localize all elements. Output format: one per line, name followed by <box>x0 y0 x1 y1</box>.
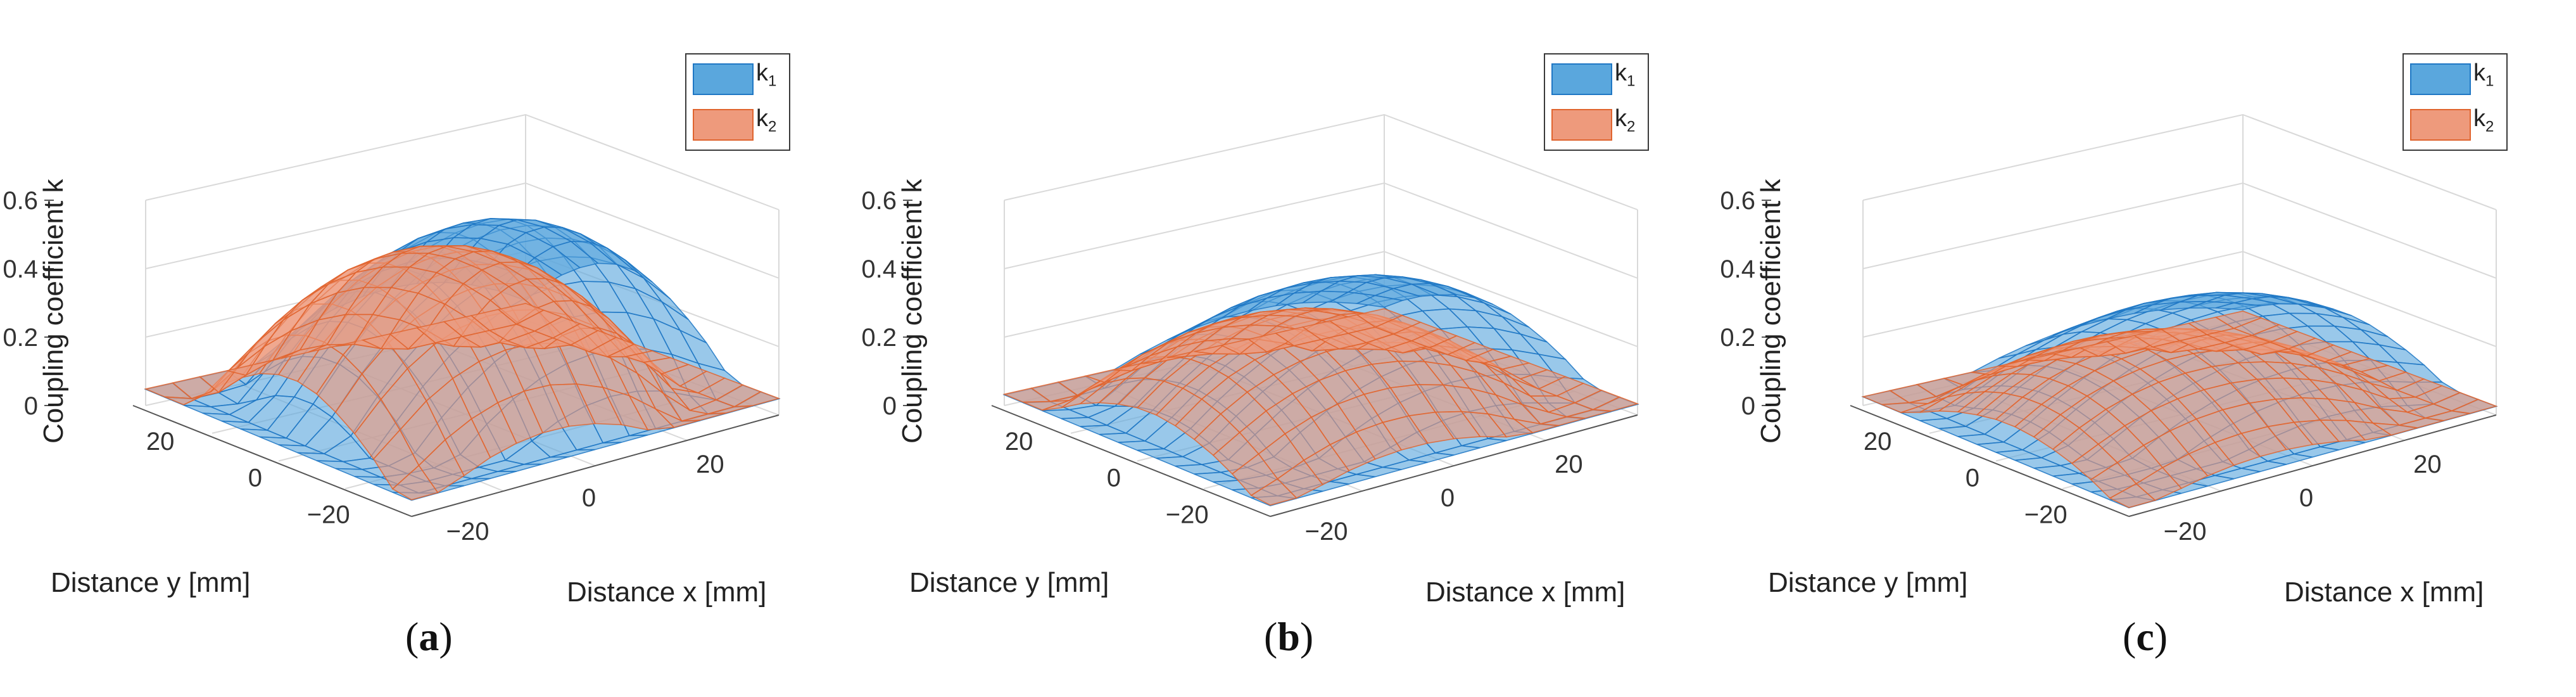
z-tick-label: 0.2 <box>3 324 38 352</box>
legend-entry-k1: k1 <box>2410 60 2499 96</box>
panel-caption: (b) <box>1264 614 1314 659</box>
z-tick-label: 0.6 <box>861 187 897 215</box>
y-axis-label: Distance y [mm] <box>909 567 1109 598</box>
y-axis-label: Distance y [mm] <box>1768 567 1968 598</box>
y-axis-line <box>991 405 1271 517</box>
grid-z-line <box>1004 250 1638 347</box>
x-axis-label: Distance x [mm] <box>2284 577 2484 608</box>
legend-swatch-k1 <box>1551 63 1612 95</box>
z-axis-label: Coupling coefficient k <box>1755 179 1786 444</box>
z-tick-label: 0.6 <box>1720 187 1755 215</box>
panel-caption: (c) <box>2123 614 2168 659</box>
surface-patch-k2 <box>2449 399 2498 414</box>
legend-entry-k2: k2 <box>2410 105 2499 142</box>
grid-z-line <box>145 182 780 279</box>
x-tick-label: −20 <box>1305 518 1348 546</box>
y-tick-label: 0 <box>1107 464 1121 492</box>
legend-entry-k2: k2 <box>1551 105 1640 142</box>
grid-z-line <box>145 113 780 210</box>
panel-b: 0 0.2 0.4 0.6 20 0 −20 −20 0 20 Coupling coeffici… <box>859 0 1717 697</box>
x-tick-label: 20 <box>696 451 724 478</box>
legend-swatch-k2 <box>693 109 754 141</box>
grid-z-line <box>1862 250 2497 347</box>
z-tick-label: 0.6 <box>3 187 38 215</box>
legend-swatch-k2 <box>2410 109 2471 141</box>
y-axis-line <box>1850 405 2130 517</box>
z-tick-label: 0.4 <box>3 255 38 283</box>
legend-swatch-k2 <box>1551 109 1612 141</box>
y-tick-label: −20 <box>307 501 350 528</box>
panel-c: 0 0.2 0.4 0.6 20 0 −20 −20 0 20 Coupling coeffici… <box>1717 0 2576 697</box>
legend-entry-k2: k2 <box>693 105 781 142</box>
x-axis-label: Distance x [mm] <box>1425 577 1626 608</box>
x-tick-label: −20 <box>446 518 489 546</box>
legend-entry-k1: k1 <box>693 60 781 96</box>
grid-z-line <box>1862 113 2497 210</box>
surface-patch-k2 <box>1591 396 1639 412</box>
surface-k2 <box>1002 307 1639 506</box>
x-tick-label: 20 <box>2413 451 2442 478</box>
y-tick-label: 20 <box>146 428 175 456</box>
surface-k2 <box>144 245 781 501</box>
legend: k1 k2 <box>1544 53 1649 151</box>
y-tick-label: 20 <box>1005 428 1033 456</box>
z-tick-label: 0 <box>24 392 38 420</box>
legend-label-k1: k1 <box>1615 60 1636 90</box>
plot-b: 0 0.2 0.4 0.6 20 0 −20 −20 0 20 <box>861 113 1639 546</box>
x-axis-label: Distance x [mm] <box>567 577 767 608</box>
grid-z-line <box>1004 182 1638 279</box>
x-axis-line <box>2128 414 2497 517</box>
z-tick-label: 0.2 <box>1720 324 1755 352</box>
x-tick-label: 0 <box>2299 484 2313 512</box>
z-tick-label: 0.4 <box>1720 255 1755 283</box>
legend-label-k1: k1 <box>756 60 777 90</box>
plot-a: 0 0.2 0.4 0.6 20 0 −20 −20 0 20 <box>3 113 781 546</box>
legend: k1 k2 <box>685 53 790 151</box>
y-tick-label: −20 <box>1166 501 1209 528</box>
z-tick-label: 0.2 <box>861 324 897 352</box>
grid-z-line <box>1862 182 2497 279</box>
grid-z-line <box>1004 113 1638 210</box>
y-tick-label: 20 <box>1864 428 1892 456</box>
panel-caption: (a) <box>405 614 453 659</box>
y-axis-line <box>132 405 412 517</box>
axes <box>132 405 780 517</box>
z-tick-label: 0 <box>1741 392 1755 420</box>
legend-label-k2: k2 <box>1615 105 1636 136</box>
y-tick-label: 0 <box>248 464 262 492</box>
axes <box>1850 405 2497 517</box>
legend: k1 k2 <box>2402 53 2508 151</box>
plot-c: 0 0.2 0.4 0.6 20 0 −20 −20 0 20 <box>1720 113 2498 546</box>
axes <box>991 405 1638 517</box>
y-tick-label: −20 <box>2024 501 2068 528</box>
z-axis-label: Coupling coefficient k <box>38 179 69 444</box>
z-tick-label: 0 <box>883 392 897 420</box>
legend-swatch-k1 <box>693 63 754 95</box>
y-axis-label: Distance y [mm] <box>51 567 251 598</box>
z-axis-label: Coupling coefficient k <box>897 179 928 444</box>
legend-swatch-k1 <box>2410 63 2471 95</box>
x-tick-label: −20 <box>2164 518 2207 546</box>
surface-patch-k2 <box>734 391 781 407</box>
legend-label-k2: k2 <box>2473 105 2494 136</box>
x-axis-line <box>1270 414 1638 517</box>
y-tick-label: 0 <box>1966 464 1979 492</box>
x-tick-label: 0 <box>1441 484 1455 512</box>
surface-k2 <box>1861 310 2498 508</box>
panel-a: 0 0.2 0.4 0.6 20 0 −20 −20 0 20 Coupling coeffici… <box>0 0 859 697</box>
legend-entry-k1: k1 <box>1551 60 1640 96</box>
z-tick-label: 0.4 <box>861 255 897 283</box>
legend-label-k1: k1 <box>2473 60 2494 90</box>
legend-label-k2: k2 <box>756 105 777 136</box>
x-tick-label: 0 <box>582 484 596 512</box>
x-axis-line <box>411 414 780 517</box>
x-tick-label: 20 <box>1555 451 1583 478</box>
